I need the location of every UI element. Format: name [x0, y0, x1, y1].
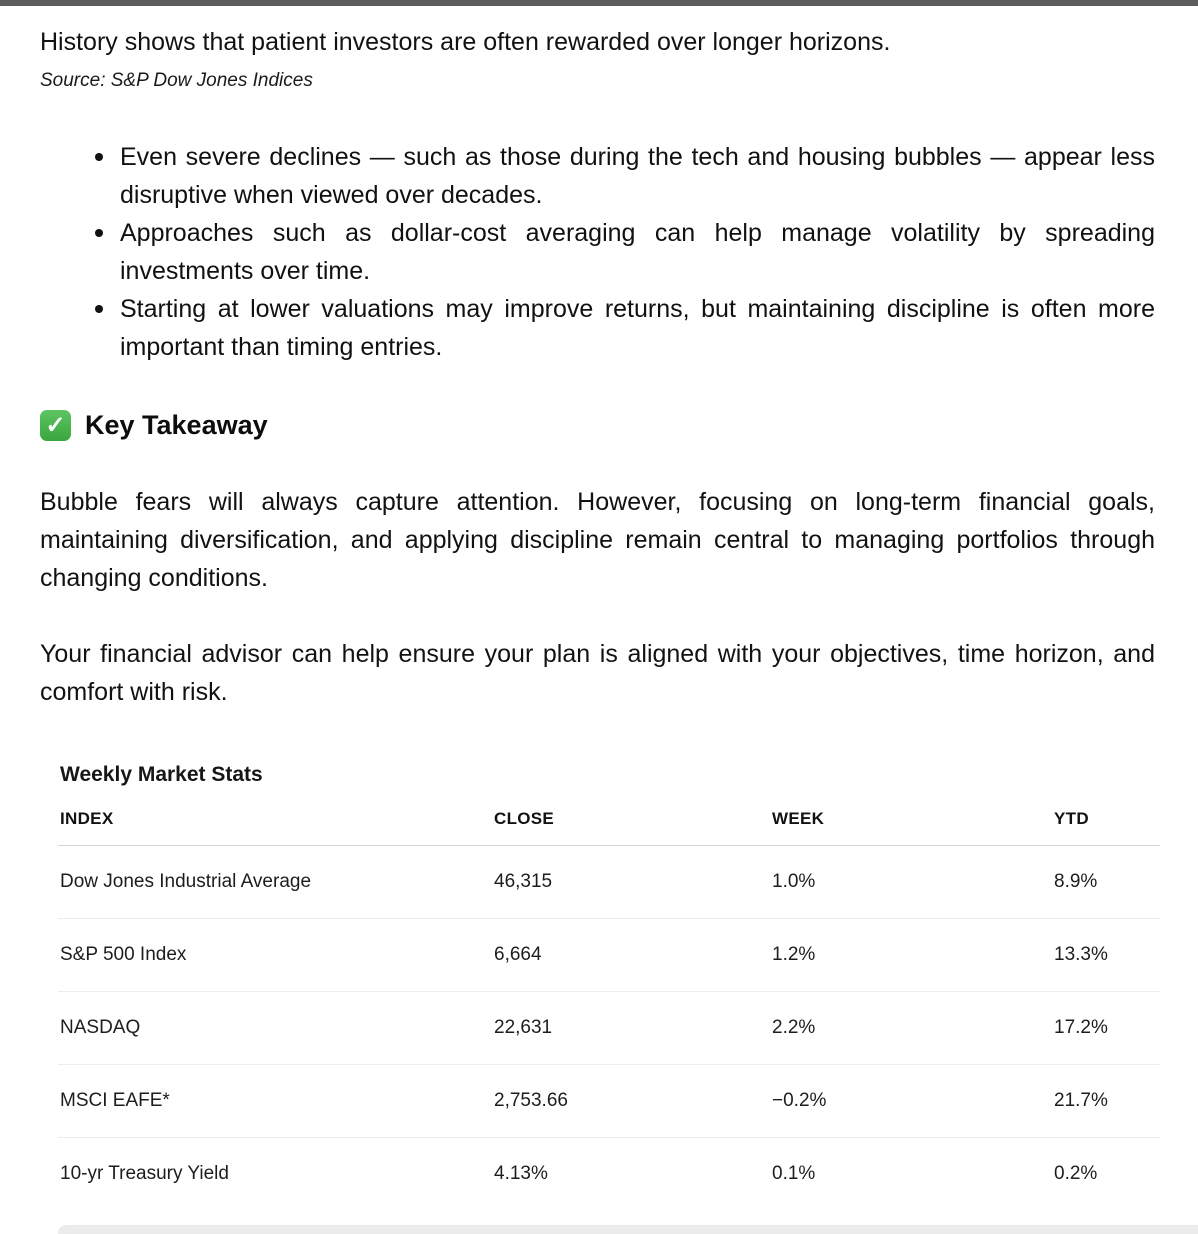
- bottom-section-edge: [58, 1225, 1198, 1234]
- cell-ytd: 21.7%: [1052, 1064, 1160, 1138]
- column-header-close: CLOSE: [492, 809, 770, 846]
- cell-index-name: S&P 500 Index: [58, 918, 492, 992]
- takeaway-paragraph-2: Your financial advisor can help ensure y…: [40, 640, 1155, 706]
- cell-week: 1.2%: [770, 918, 1052, 992]
- table-row: NASDAQ 22,631 2.2% 17.2%: [58, 991, 1160, 1065]
- cell-week: 2.2%: [770, 991, 1052, 1065]
- list-item: Approaches such as dollar-cost averaging…: [95, 214, 1155, 290]
- bullet-text: Starting at lower valuations may improve…: [120, 295, 1155, 361]
- cell-week: 0.1%: [772, 1163, 816, 1185]
- takeaway-paragraph-1: Bubble fears will always capture attenti…: [40, 488, 1155, 592]
- bullet-text: Even severe declines — such as those dur…: [120, 143, 1155, 209]
- green-check-icon: ✓: [40, 410, 71, 441]
- stats-table-title: Weekly Market Stats: [60, 763, 263, 786]
- cell-week: 1.0%: [770, 845, 1052, 919]
- cell-close: 22,631: [492, 991, 770, 1065]
- cell-index-name: NASDAQ: [58, 991, 492, 1065]
- column-header-week: WEEK: [770, 809, 1052, 846]
- bullet-dot-icon: [95, 153, 103, 161]
- weekly-market-stats-section: Weekly Market Stats INDEX CLOSE WEEK YTD…: [58, 763, 1160, 1211]
- cell-ytd: 13.3%: [1052, 918, 1160, 992]
- key-takeaway-title: Key Takeaway: [85, 410, 268, 440]
- source-attribution: Source: S&P Dow Jones Indices: [40, 70, 313, 91]
- market-stats-table: INDEX CLOSE WEEK YTD Dow Jones Industria…: [58, 809, 1160, 1211]
- list-item: Starting at lower valuations may improve…: [95, 290, 1155, 366]
- table-row: 10-yr Treasury Yield 4.13% 0.1% 0.2%: [58, 1138, 1160, 1211]
- bullet-dot-icon: [95, 229, 103, 237]
- bullet-text: Approaches such as dollar-cost averaging…: [120, 219, 1155, 285]
- list-item: Even severe declines — such as those dur…: [95, 138, 1155, 214]
- cell-close: 4.13%: [494, 1163, 548, 1185]
- top-divider-bar: [0, 0, 1198, 6]
- table-header-row: INDEX CLOSE WEEK YTD: [58, 809, 1160, 846]
- cell-close: 2,753.66: [492, 1064, 770, 1138]
- cell-close: 6,664: [492, 918, 770, 992]
- cell-close: 46,315: [492, 845, 770, 919]
- cell-index-name: MSCI EAFE*: [58, 1064, 492, 1138]
- cell-ytd: 0.2%: [1054, 1163, 1098, 1185]
- cell-index-name: 10-yr Treasury Yield: [60, 1163, 229, 1185]
- intro-sentence: History shows that patient investors are…: [40, 28, 891, 56]
- cell-week: −0.2%: [770, 1064, 1052, 1138]
- cell-ytd: 17.2%: [1052, 991, 1160, 1065]
- column-header-ytd: YTD: [1052, 809, 1160, 846]
- table-row: Dow Jones Industrial Average 46,315 1.0%…: [58, 845, 1160, 919]
- key-points-list: Even severe declines — such as those dur…: [40, 138, 1155, 366]
- key-takeaway-heading: ✓ Key Takeaway: [40, 410, 1155, 441]
- column-header-index: INDEX: [58, 809, 492, 846]
- bullet-dot-icon: [95, 305, 103, 313]
- cell-ytd: 8.9%: [1052, 845, 1160, 919]
- table-row: S&P 500 Index 6,664 1.2% 13.3%: [58, 918, 1160, 992]
- table-row: MSCI EAFE* 2,753.66 −0.2% 21.7%: [58, 1064, 1160, 1138]
- cell-index-name: Dow Jones Industrial Average: [58, 845, 492, 919]
